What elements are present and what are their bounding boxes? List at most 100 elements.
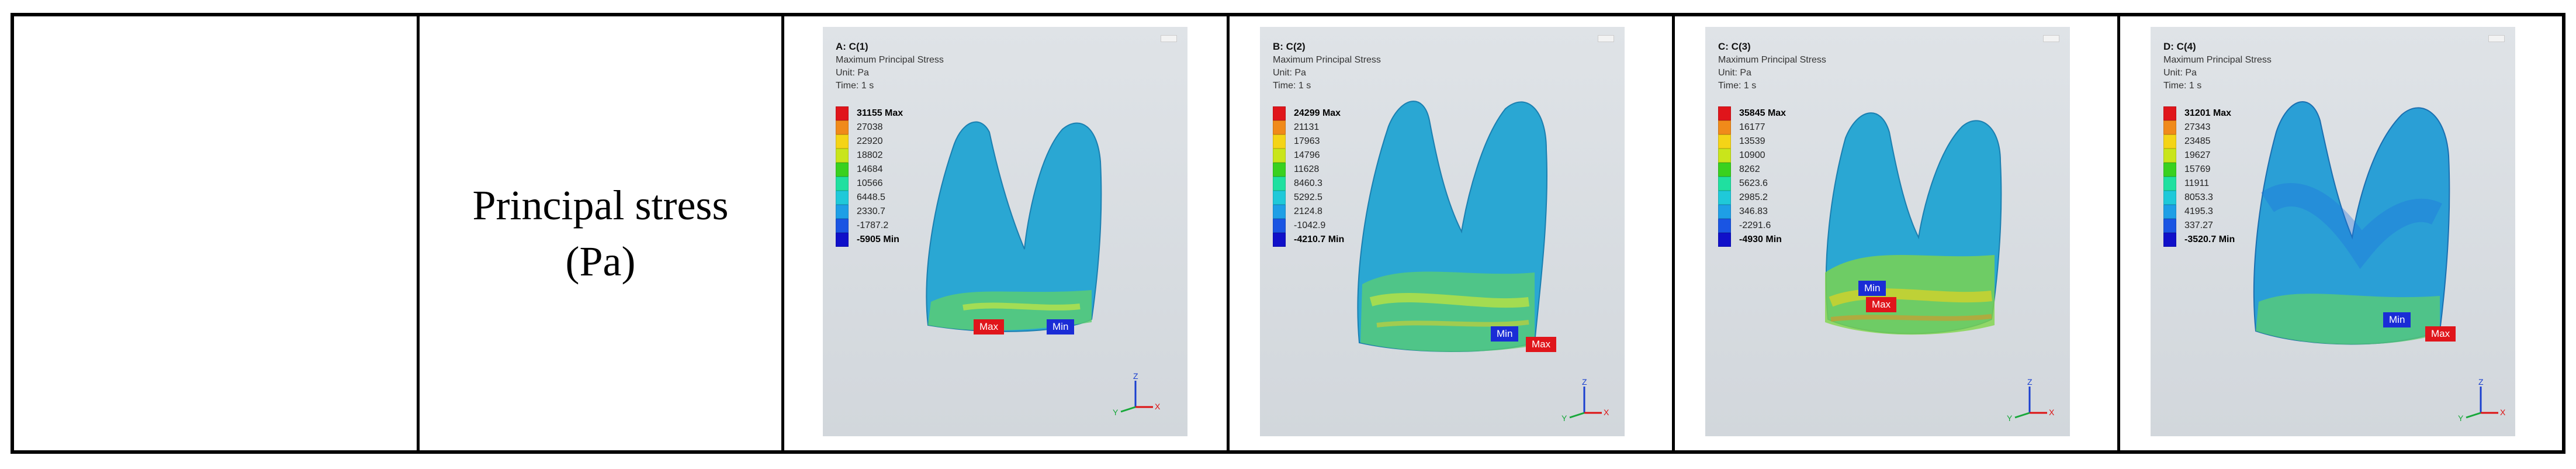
legend-row: -5905 Min xyxy=(836,233,899,247)
legend-value: 346.83 xyxy=(1739,206,1768,216)
legend-value: 10566 xyxy=(857,178,883,188)
legend-row: 14796 xyxy=(1273,149,1320,163)
legend-swatch xyxy=(836,177,849,191)
stress-panel-c: C: C(3) Maximum Principal Stress Unit: P… xyxy=(1705,27,2070,436)
legend-value: 11628 xyxy=(1294,164,1320,174)
legend-value: 16177 xyxy=(1739,122,1765,132)
axis-z-label: Z xyxy=(2027,378,2033,387)
legend-value: 15769 xyxy=(2184,164,2211,174)
legend-value: 17963 xyxy=(1294,136,1320,146)
legend-row: 24299 Max xyxy=(1273,106,1341,120)
stress-panel-b: B: C(2) Maximum Principal Stress Unit: P… xyxy=(1260,27,1625,436)
legend-row: 4195.3 xyxy=(2163,205,2213,219)
panel-title: D: C(4) xyxy=(2163,41,2196,52)
legend-swatch xyxy=(1718,163,1731,177)
panel-time: Time: 1 s xyxy=(1273,81,1311,91)
max-marker: Max xyxy=(1866,297,1897,312)
max-marker: Max xyxy=(1526,337,1557,352)
legend-swatch xyxy=(1718,191,1731,205)
tooth-model xyxy=(2253,101,2450,345)
row-label-line-1: Principal stress xyxy=(472,182,729,229)
panel-cell-a: A: C(1) Maximum Principal Stress Unit: P… xyxy=(784,16,1230,450)
window-mark xyxy=(1161,35,1177,42)
legend-row: -1042.9 xyxy=(1273,219,1325,233)
legend-value: 19627 xyxy=(2184,150,2211,160)
legend-value: -3520.7 Min xyxy=(2184,235,2235,244)
legend-row: 2985.2 xyxy=(1718,191,1768,205)
tooth-model xyxy=(1357,101,1547,352)
axis-x-label: X xyxy=(2500,408,2506,417)
legend-row: 337.27 xyxy=(2163,219,2213,233)
legend-value: -1787.2 xyxy=(857,220,889,230)
panel-cell-d: D: C(4) Maximum Principal Stress Unit: P… xyxy=(2120,16,2562,450)
axis-y-label: Y xyxy=(1113,408,1119,417)
legend-row: 27343 xyxy=(2163,120,2211,135)
axis-triad: Z X Y xyxy=(1561,378,1609,423)
legend-row: 22920 xyxy=(836,135,883,149)
legend-swatch xyxy=(1718,149,1731,163)
legend-swatch xyxy=(1273,135,1286,149)
legend-value: 13539 xyxy=(1739,136,1765,146)
tooth-model xyxy=(1825,112,2002,335)
window-mark xyxy=(1598,35,1614,42)
panel-title: C: C(3) xyxy=(1718,41,1751,52)
legend-swatch xyxy=(1718,135,1731,149)
legend-value: 24299 Max xyxy=(1294,108,1341,118)
max-marker: Max xyxy=(2425,326,2456,342)
panel-time: Time: 1 s xyxy=(836,81,874,91)
legend-value: 5292.5 xyxy=(1294,192,1322,202)
panel-quantity: Maximum Principal Stress xyxy=(1718,55,1826,65)
legend-row: -4210.7 Min xyxy=(1273,233,1344,247)
legend-swatch xyxy=(836,233,849,247)
legend-row: -2291.6 xyxy=(1718,219,1771,233)
legend-swatch xyxy=(2163,149,2176,163)
legend-value: 31155 Max xyxy=(857,108,903,118)
legend-row: 13539 xyxy=(1718,135,1765,149)
legend-swatch xyxy=(1273,191,1286,205)
legend-row: 21131 xyxy=(1273,120,1319,135)
row-label-cell: Principal stress (Pa) xyxy=(420,16,784,450)
legend-value: 27343 xyxy=(2184,122,2211,132)
legend-swatch xyxy=(1273,177,1286,191)
legend-row: 5623.6 xyxy=(1718,177,1768,191)
legend-row: 8460.3 xyxy=(1273,177,1322,191)
legend-swatch xyxy=(1273,120,1286,135)
legend-row: 16177 xyxy=(1718,120,1765,135)
stress-panel-a: A: C(1) Maximum Principal Stress Unit: P… xyxy=(823,27,1187,436)
legend-value: 8053.3 xyxy=(2184,192,2213,202)
stress-panel-d: D: C(4) Maximum Principal Stress Unit: P… xyxy=(2151,27,2515,436)
legend-value: 21131 xyxy=(1294,122,1320,132)
max-marker: Max xyxy=(974,319,1005,334)
legend-value: 31201 Max xyxy=(2184,108,2232,118)
legend-value: 8262 xyxy=(1739,164,1760,174)
legend-swatch xyxy=(2163,120,2176,135)
panel-unit: Unit: Pa xyxy=(2163,68,2197,78)
legend-value: -4930 Min xyxy=(1739,235,1782,244)
legend-row: 31155 Max xyxy=(836,106,903,120)
legend-value: 18802 xyxy=(857,150,883,160)
legend-row: 23485 xyxy=(2163,135,2211,149)
legend-value: 10900 xyxy=(1739,150,1765,160)
legend-swatch xyxy=(2163,106,2176,120)
legend-value: 2985.2 xyxy=(1739,192,1768,202)
legend-row: 2330.7 xyxy=(836,205,885,219)
row-label: Principal stress (Pa) xyxy=(473,177,729,289)
legend-row: -1787.2 xyxy=(836,219,888,233)
legend-swatch xyxy=(1273,219,1286,233)
min-marker: Min xyxy=(1491,326,1519,342)
panel-title: B: C(2) xyxy=(1273,41,1306,52)
legend-row: 2124.8 xyxy=(1273,205,1322,219)
legend-row: 5292.5 xyxy=(1273,191,1322,205)
min-marker: Min xyxy=(2383,312,2411,327)
legend-row: 346.83 xyxy=(1718,205,1768,219)
axis-z-label: Z xyxy=(2478,378,2484,387)
legend-value: 14796 xyxy=(1294,150,1320,160)
legend-value: 11911 xyxy=(2184,178,2210,188)
legend-row: 8262 xyxy=(1718,163,1760,177)
legend-value: 4195.3 xyxy=(2184,206,2213,216)
legend-value: 8460.3 xyxy=(1294,178,1322,188)
axis-y-label: Y xyxy=(2458,413,2464,423)
legend-value: 27038 xyxy=(857,122,883,132)
legend-swatch xyxy=(2163,219,2176,233)
legend-swatch xyxy=(836,120,849,135)
